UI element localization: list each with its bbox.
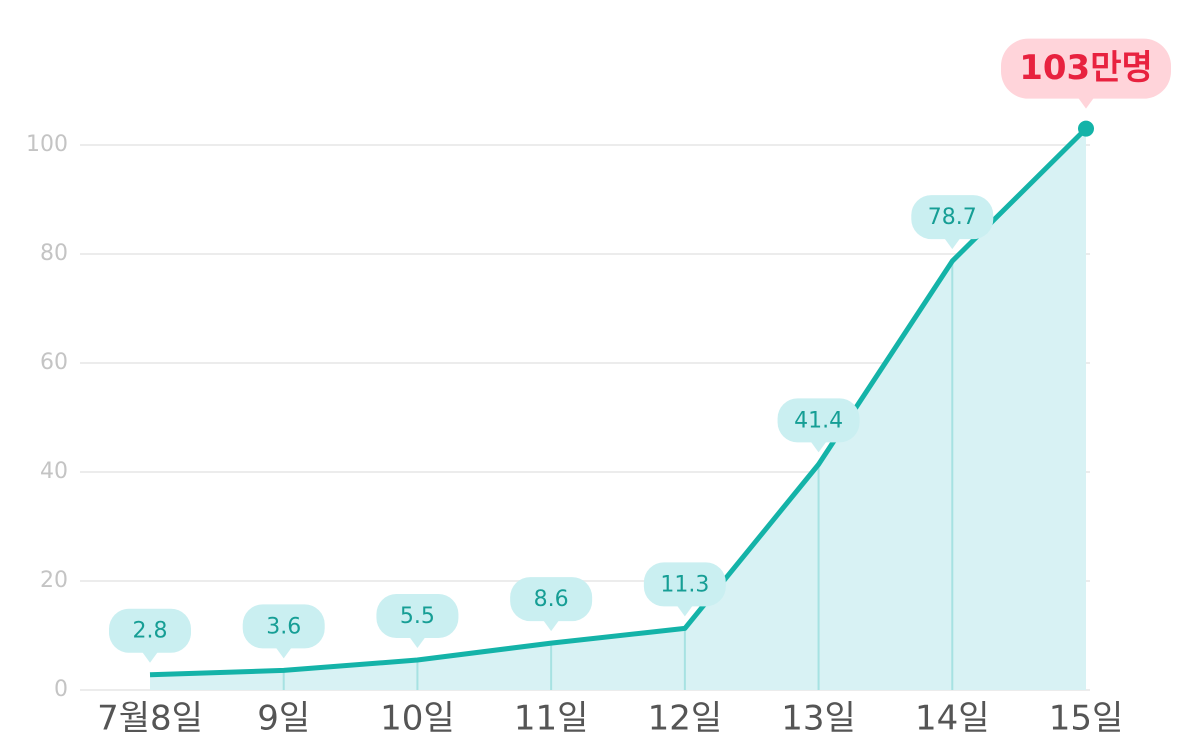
data-label: 2.8	[133, 619, 168, 644]
x-tick-label: 13일	[781, 699, 856, 739]
callout-box	[376, 594, 459, 639]
callout-pointer	[142, 651, 158, 663]
callout-pointer	[676, 605, 693, 617]
data-label: 41.4	[794, 408, 843, 433]
y-tick-label: 100	[26, 132, 68, 157]
callout-pointer	[275, 647, 292, 659]
callout-pointer	[543, 620, 560, 632]
callout-pointer	[810, 441, 827, 453]
y-tick-label: 60	[40, 350, 68, 375]
x-tick-label: 7월8일	[97, 699, 203, 739]
area	[150, 128, 1086, 690]
data-label: 11.3	[660, 572, 709, 597]
y-tick-label: 20	[40, 568, 68, 593]
data-label: 78.7	[928, 205, 977, 230]
data-label: 8.6	[534, 587, 569, 612]
data-label: 103만명	[1019, 48, 1153, 88]
line	[149, 126, 1088, 678]
callout-box	[510, 577, 593, 622]
callout-box	[643, 562, 726, 607]
x-tick-label: 14일	[915, 699, 990, 739]
x-tick-label: 11일	[514, 699, 589, 739]
y-tick-label: 0	[54, 677, 68, 702]
callout-pointer	[409, 637, 426, 649]
y-tick-label: 40	[40, 459, 68, 484]
callout-box	[109, 608, 191, 653]
x-tick-label: 9일	[257, 699, 310, 739]
callout-box	[242, 604, 325, 649]
callout-pointer	[1078, 97, 1094, 109]
x-tick-label: 10일	[380, 699, 455, 739]
end-point	[1078, 120, 1094, 137]
callout-box	[1001, 38, 1171, 99]
y-tick-label: 80	[40, 241, 68, 266]
data-label: 5.5	[400, 604, 435, 629]
callout-box	[911, 195, 994, 240]
x-tick-label: 15일	[1049, 699, 1124, 739]
data-label: 3.6	[266, 614, 301, 639]
x-tick-label: 12일	[648, 699, 723, 739]
callout-box	[777, 398, 860, 443]
callout-pointer	[944, 238, 961, 250]
